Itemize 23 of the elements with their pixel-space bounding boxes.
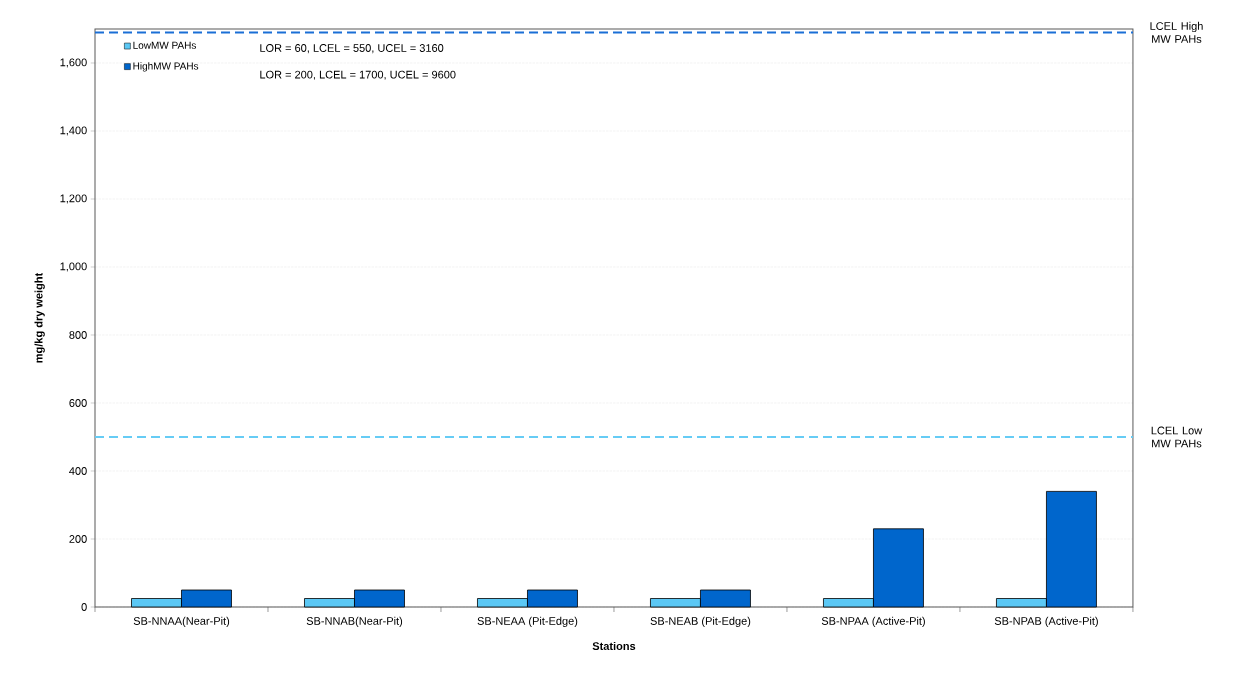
y-tick-label: 1,600 xyxy=(60,58,87,68)
legend-label: HighMW PAHs xyxy=(133,62,199,72)
y-tick-label: 1,200 xyxy=(60,194,87,204)
annotation: LOR = 60, LCEL = 550, UCEL = 3160 xyxy=(260,44,444,54)
x-tick-label: SB-NNAA(Near-Pit) xyxy=(133,616,230,628)
ref-line-label: LCEL Low MW PAHs xyxy=(1151,426,1203,448)
x-axis-title: Stations xyxy=(592,641,636,650)
x-tick-label: SB-NEAB (Pit-Edge) xyxy=(650,616,751,628)
y-tick-label: 200 xyxy=(69,535,87,543)
y-tick-label: 600 xyxy=(69,399,87,407)
y-tick-label: 800 xyxy=(69,331,87,339)
annotation: LOR = 200, LCEL = 1700, UCEL = 9600 xyxy=(260,70,456,80)
ref-line-label: LCEL High MW PAHs xyxy=(1150,21,1203,43)
legend-label: LowMW PAHs xyxy=(133,41,196,49)
y-tick-label: 1,000 xyxy=(60,262,87,272)
x-tick-label: SB-NPAA (Active-Pit) xyxy=(821,616,925,628)
x-tick-label: SB-NEAA (Pit-Edge) xyxy=(477,616,578,628)
x-tick-label: SB-NPAB (Active-Pit) xyxy=(994,616,1098,628)
y-axis-title: mg/kg dry weight xyxy=(34,272,45,363)
x-tick-label: SB-NNAB(Near-Pit) xyxy=(306,616,403,628)
y-tick-label: 400 xyxy=(69,467,87,475)
y-tick-label: 0 xyxy=(81,603,87,611)
y-tick-label: 1,400 xyxy=(60,126,87,136)
